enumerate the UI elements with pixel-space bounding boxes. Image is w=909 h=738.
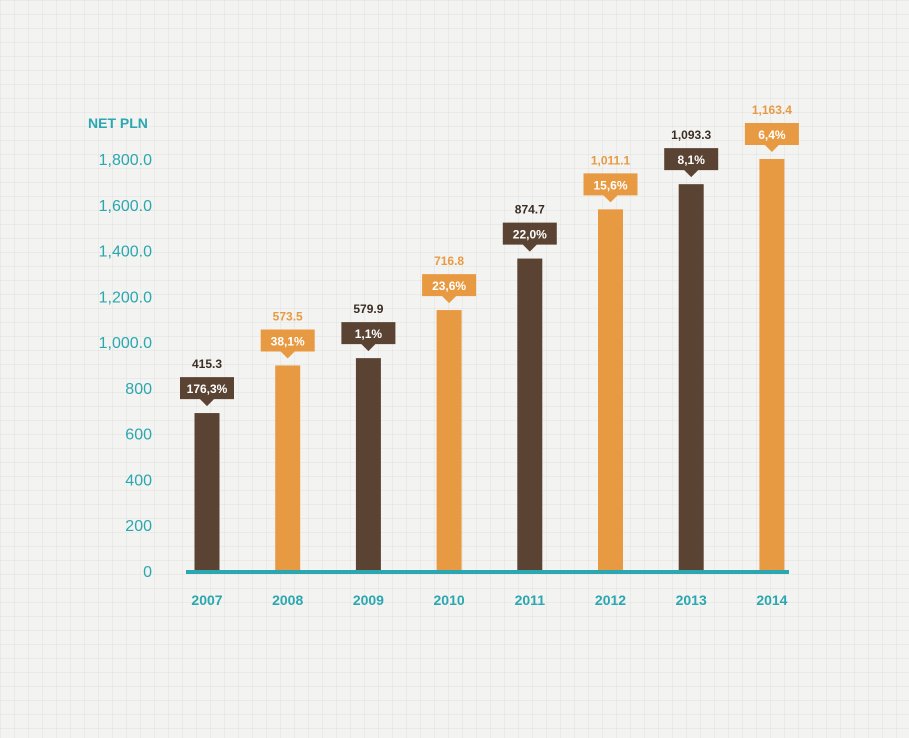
value-label: 1,163.4: [752, 103, 792, 117]
y-tick-label: 1,600.0: [99, 198, 152, 215]
y-tick-label: 800: [125, 381, 152, 398]
growth-label: 23,6%: [432, 279, 466, 293]
x-tick-label: 2008: [272, 592, 303, 608]
growth-callout: [260, 329, 315, 359]
x-tick-label: 2009: [353, 592, 384, 608]
y-tick-label: 1,000.0: [99, 335, 152, 352]
y-tick-label: 600: [125, 427, 152, 444]
value-label: 579.9: [353, 302, 383, 316]
value-label: 716.8: [434, 254, 464, 268]
growth-callout: [422, 274, 477, 304]
growth-label: 1,1%: [355, 327, 383, 341]
x-tick-label: 2010: [434, 592, 465, 608]
growth-label: 176,3%: [187, 382, 228, 396]
bar: [194, 413, 220, 571]
bar: [275, 365, 301, 571]
x-tick-label: 2007: [191, 592, 222, 608]
y-tick-label: 200: [125, 518, 152, 535]
y-tick-label: 1,400.0: [99, 244, 152, 261]
growth-callout: [180, 377, 234, 407]
growth-label: 38,1%: [271, 334, 305, 348]
growth-label: 22,0%: [513, 228, 547, 242]
x-tick-label: 2014: [756, 592, 787, 608]
growth-callout: [664, 148, 719, 178]
bar: [759, 159, 785, 571]
bar: [355, 358, 381, 571]
value-label: 1,093.3: [671, 128, 711, 142]
y-tick-label: 0: [143, 564, 152, 581]
y-tick-label: 1,800.0: [99, 152, 152, 169]
bar: [517, 258, 543, 571]
growth-label: 6,4%: [758, 128, 786, 142]
value-label: 874.7: [515, 203, 545, 217]
value-label: 415.3: [192, 357, 222, 371]
x-tick-label: 2012: [595, 592, 626, 608]
bar: [678, 184, 704, 571]
growth-callout: [744, 123, 799, 152]
growth-label: 15,6%: [593, 178, 627, 192]
bar: [436, 310, 462, 571]
growth-callout: [583, 173, 638, 203]
y-tick-label: 1,200.0: [99, 289, 152, 306]
x-axis-line: [186, 570, 789, 574]
value-label: 1,011.1: [591, 153, 631, 167]
value-label: 573.5: [273, 309, 303, 323]
x-tick-label: 2013: [676, 592, 707, 608]
y-axis-title: NET PLN: [88, 115, 148, 131]
growth-callout: [341, 322, 396, 352]
y-tick-label: 400: [125, 472, 152, 489]
bar: [598, 209, 623, 571]
x-tick-label: 2011: [515, 592, 546, 608]
growth-label: 8,1%: [678, 153, 706, 167]
growth-callout: [502, 222, 557, 252]
